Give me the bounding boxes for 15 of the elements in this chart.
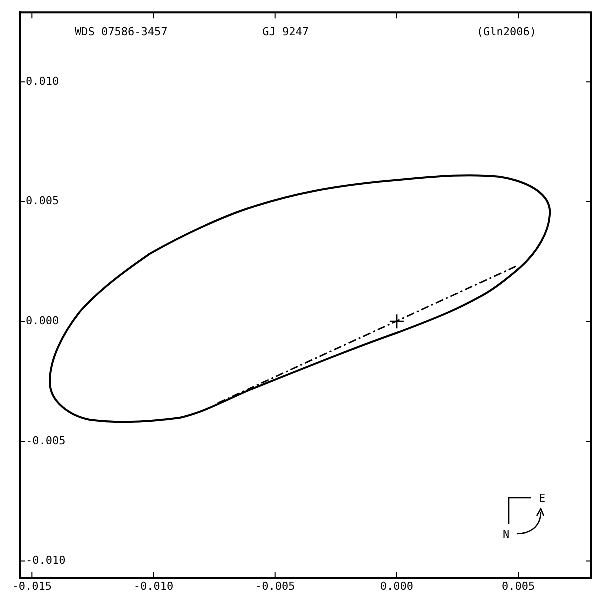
annotation: E	[538, 492, 546, 505]
y-tick-label: 0.000	[26, 314, 60, 328]
annotation: WDS 07586-3457	[75, 25, 168, 38]
y-tick-label: -0.010	[26, 554, 66, 568]
y-tick-label: 0.010	[26, 74, 60, 88]
x-tick-label: -0.010	[134, 580, 174, 593]
x-tick-label: -0.005	[255, 580, 296, 593]
y-tick-label: 0.005	[26, 194, 60, 208]
y-tick-label: -0.005	[26, 434, 66, 448]
annotation: (Gln2006)	[476, 25, 536, 38]
annotation: N	[502, 528, 510, 541]
text: GJ 9247	[262, 25, 309, 38]
x-tick-label: 0.000	[380, 580, 414, 593]
x-tick-label: 0.005	[502, 580, 536, 593]
x-tick-label: -0.015	[12, 580, 52, 593]
